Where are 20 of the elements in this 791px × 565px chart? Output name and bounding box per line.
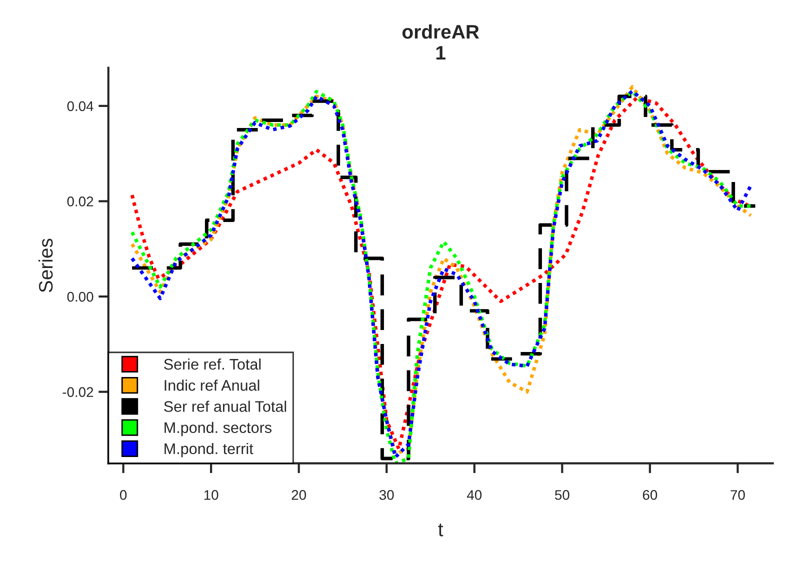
legend-label: Ser ref anual Total <box>164 400 286 412</box>
legend-label: M.pond. sectors <box>164 422 272 436</box>
y-axis-title: Series <box>38 238 53 292</box>
x-tick-label: 30 <box>379 490 394 500</box>
x-axis-title: t <box>438 524 444 536</box>
legend-label: Serie ref. Total <box>164 358 261 370</box>
y-tick-label: 0.02 <box>67 196 94 206</box>
y-tick-label: 0.04 <box>67 101 94 112</box>
x-tick-label: 40 <box>466 490 482 500</box>
y-tick-label: -0.02 <box>62 387 94 397</box>
x-tick-label: 0 <box>120 490 127 500</box>
chart-title: ordreAR 1 <box>402 24 480 60</box>
x-tick-label: 70 <box>730 490 745 500</box>
x-tick-label: 20 <box>292 490 306 500</box>
x-tick-label: 60 <box>642 490 658 500</box>
legend-label: M.pond. territ <box>164 442 254 458</box>
legend-label: Indic ref Anual <box>164 380 260 391</box>
x-tick-label: 10 <box>204 490 218 500</box>
y-tick-label: 0.00 <box>67 292 94 302</box>
x-tick-label: 50 <box>554 490 570 500</box>
